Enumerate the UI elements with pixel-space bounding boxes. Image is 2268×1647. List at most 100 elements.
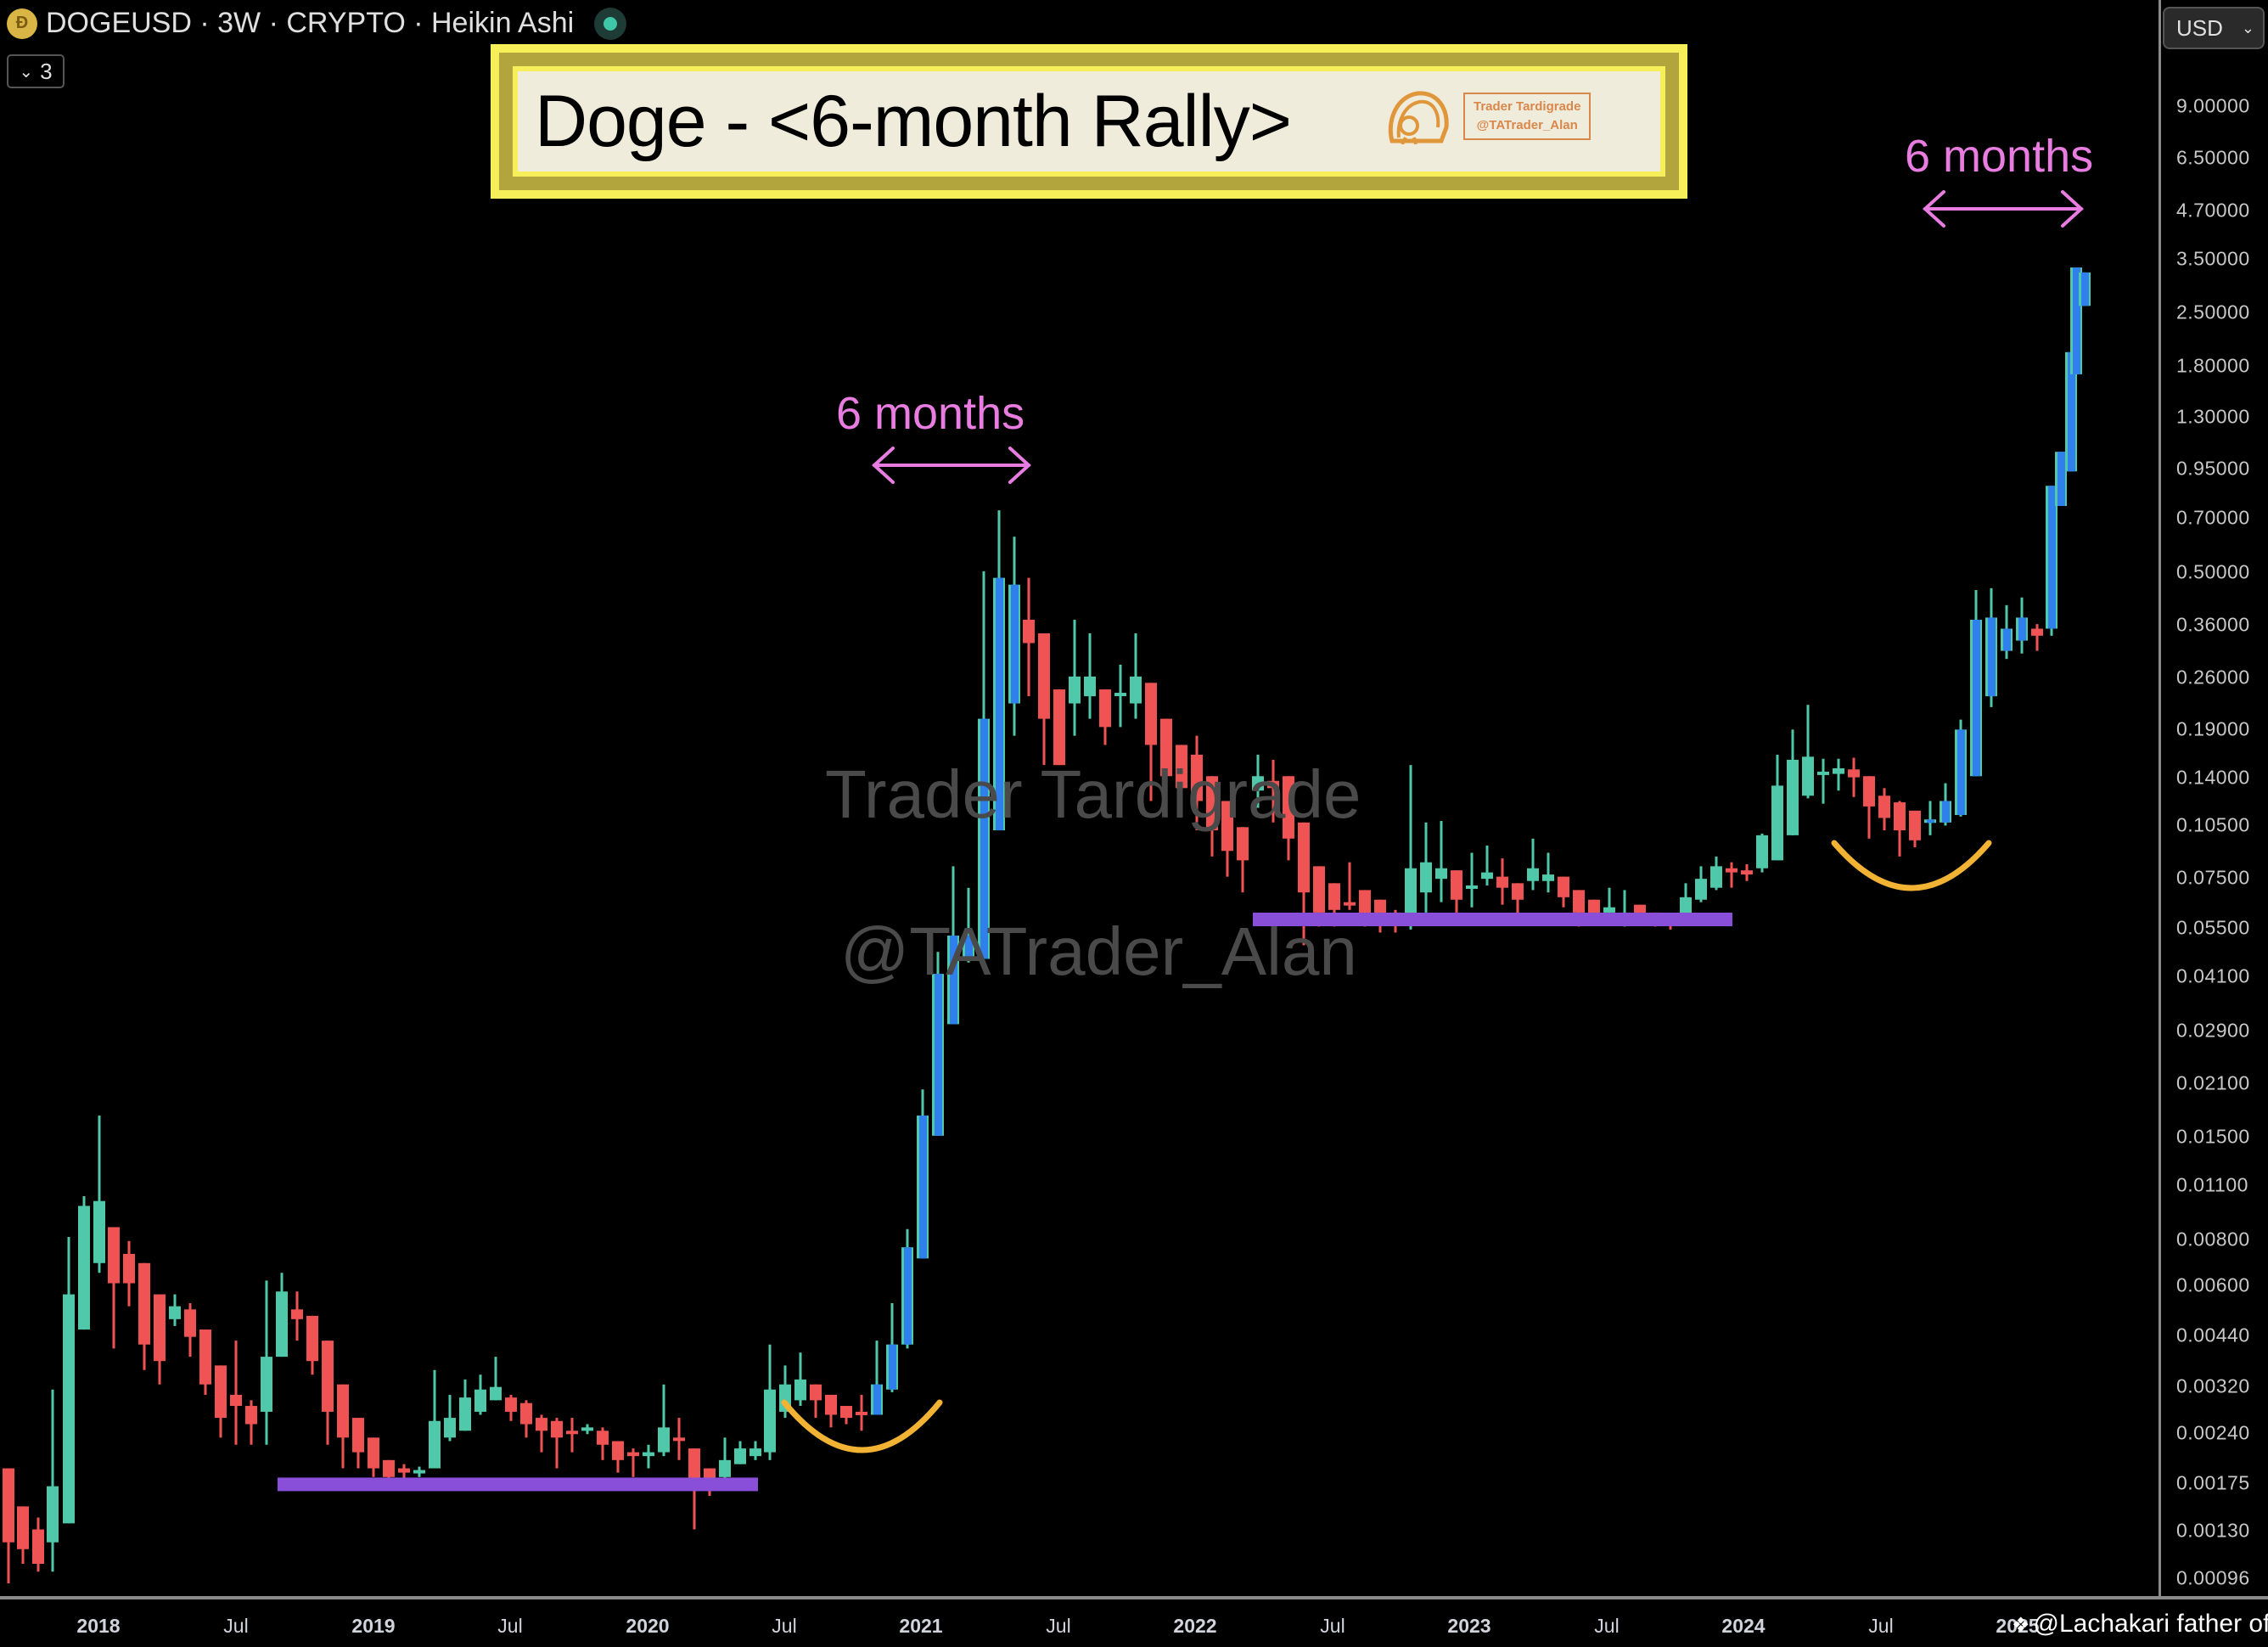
candle: [2016, 597, 2028, 654]
banner-title: Doge - <6-month Rally>: [535, 80, 1292, 162]
six-months-label-2021: 6 months: [836, 388, 1025, 439]
indicators-collapse-button[interactable]: ⌄ 3: [7, 54, 65, 88]
candle: [1680, 883, 1692, 919]
candle: [63, 1236, 75, 1524]
candle: [1527, 838, 1539, 891]
market-status-indicator: [594, 7, 627, 40]
candle: [963, 887, 974, 963]
candle: [581, 1424, 593, 1435]
candle: [2046, 486, 2057, 636]
price-tick-label: 0.07500: [2176, 866, 2250, 889]
time-tick-label: Jul: [1046, 1615, 1071, 1637]
symbol-header[interactable]: Ð DOGEUSD · 3W · CRYPTO · Heikin Ashi: [7, 7, 627, 40]
candle: [78, 1196, 90, 1330]
price-tick-label: 0.00600: [2176, 1273, 2250, 1296]
candle: [612, 1441, 624, 1473]
candle: [1420, 822, 1432, 913]
price-tick-label: 0.00320: [2176, 1374, 2250, 1397]
time-tick-label: 2018: [76, 1615, 121, 1637]
time-tick-label: 2025: [1996, 1615, 2040, 1637]
candle: [1344, 862, 1356, 910]
currency-value: USD: [2176, 14, 2223, 41]
price-tick-label: 6.50000: [2176, 146, 2250, 169]
time-tick-label: Jul: [223, 1615, 249, 1637]
diamond-icon: ❖: [2012, 1614, 2030, 1637]
candle: [2001, 604, 2013, 660]
credit-text: @Lachakari father of ...: [2033, 1610, 2268, 1638]
support-zone[interactable]: [278, 1477, 758, 1492]
rounded-bottom-curve[interactable]: [1831, 840, 1992, 891]
candle: [1771, 754, 1783, 861]
currency-selector[interactable]: USD ⌄: [2163, 7, 2265, 49]
candle: [47, 1389, 59, 1572]
candle: [1558, 876, 1569, 908]
candle: [261, 1280, 272, 1445]
candle: [1466, 852, 1478, 908]
price-tick-label: 0.02900: [2176, 1019, 2250, 1042]
candle: [1970, 589, 1982, 777]
rounded-bottom-curve[interactable]: [781, 1399, 943, 1453]
candle: [352, 1418, 364, 1469]
price-tick-label: 0.70000: [2176, 506, 2250, 529]
candle: [794, 1352, 806, 1407]
double-arrow-icon[interactable]: [1923, 190, 2084, 228]
candle: [1084, 633, 1096, 719]
candle: [93, 1116, 105, 1273]
title-banner: Doge - <6-month Rally> Trader Tardigrade…: [491, 44, 1687, 199]
chevron-down-icon: ⌄: [2241, 19, 2254, 37]
candle: [215, 1365, 227, 1438]
footer-credit: ❖@Lachakari father of ...: [2012, 1610, 2268, 1639]
candle: [1863, 776, 1875, 839]
price-tick-label: 0.00096: [2176, 1566, 2250, 1589]
candle: [719, 1437, 731, 1479]
candle: [474, 1374, 486, 1415]
price-tick-label: 0.19000: [2176, 717, 2250, 740]
candle: [1160, 718, 1172, 801]
symbol-title[interactable]: DOGEUSD · 3W · CRYPTO · Heikin Ashi: [46, 7, 575, 39]
candle: [1833, 758, 1844, 791]
time-axis[interactable]: 2018 Jul 2019 Jul 2020 Jul 2021 Jul 2022 Jul 2023 J…: [0, 1596, 2268, 1647]
price-tick-label: 0.00175: [2176, 1471, 2250, 1494]
support-zone[interactable]: [1253, 912, 1732, 926]
tardigrade-logo: Trader Tardigrade @TATrader_Alan: [1384, 88, 1592, 144]
candle: [245, 1400, 257, 1445]
price-tick-label: 0.00130: [2176, 1519, 2250, 1542]
chart-area[interactable]: Trader Tardigrade @TATrader_Alan 6 month…: [0, 0, 2159, 1596]
candle: [1894, 801, 1906, 857]
chevron-down-icon: ⌄: [19, 62, 34, 82]
candle: [306, 1315, 318, 1375]
candle: [1496, 858, 1508, 905]
candle: [643, 1444, 654, 1469]
candle: [1603, 887, 1615, 916]
candle: [1008, 537, 1020, 736]
candle: [1069, 619, 1081, 736]
double-arrow-icon[interactable]: [872, 447, 1031, 484]
time-tick-label: 2019: [351, 1615, 396, 1637]
candle: [322, 1341, 334, 1445]
candle: [1435, 821, 1447, 902]
candle: [1405, 765, 1417, 930]
price-tick-label: 0.00440: [2176, 1324, 2250, 1346]
candle: [1848, 757, 1860, 797]
candle: [1176, 745, 1187, 795]
price-tick-label: 0.00800: [2176, 1228, 2250, 1251]
candle: [1099, 689, 1111, 745]
candle: [597, 1427, 609, 1460]
price-tick-label: 1.30000: [2176, 405, 2250, 428]
candle: [1267, 759, 1279, 823]
candle: [856, 1394, 867, 1431]
candle: [1512, 883, 1524, 916]
candle: [1191, 735, 1203, 831]
time-tick-label: 2021: [899, 1615, 943, 1637]
price-axis[interactable]: 9.00000 6.50000 4.70000 3.50000 2.50000 1.800…: [2159, 0, 2268, 1596]
logo-text-box: Trader Tardigrade @TATrader_Alan: [1463, 93, 1592, 140]
candle: [199, 1329, 211, 1395]
candle: [551, 1418, 563, 1469]
candle: [291, 1291, 303, 1341]
candle: [1023, 577, 1035, 697]
candle: [459, 1379, 471, 1431]
candle: [566, 1418, 578, 1453]
candle: [1726, 862, 1737, 888]
candle: [1924, 801, 1936, 835]
price-tick-label: 0.04100: [2176, 964, 2250, 987]
